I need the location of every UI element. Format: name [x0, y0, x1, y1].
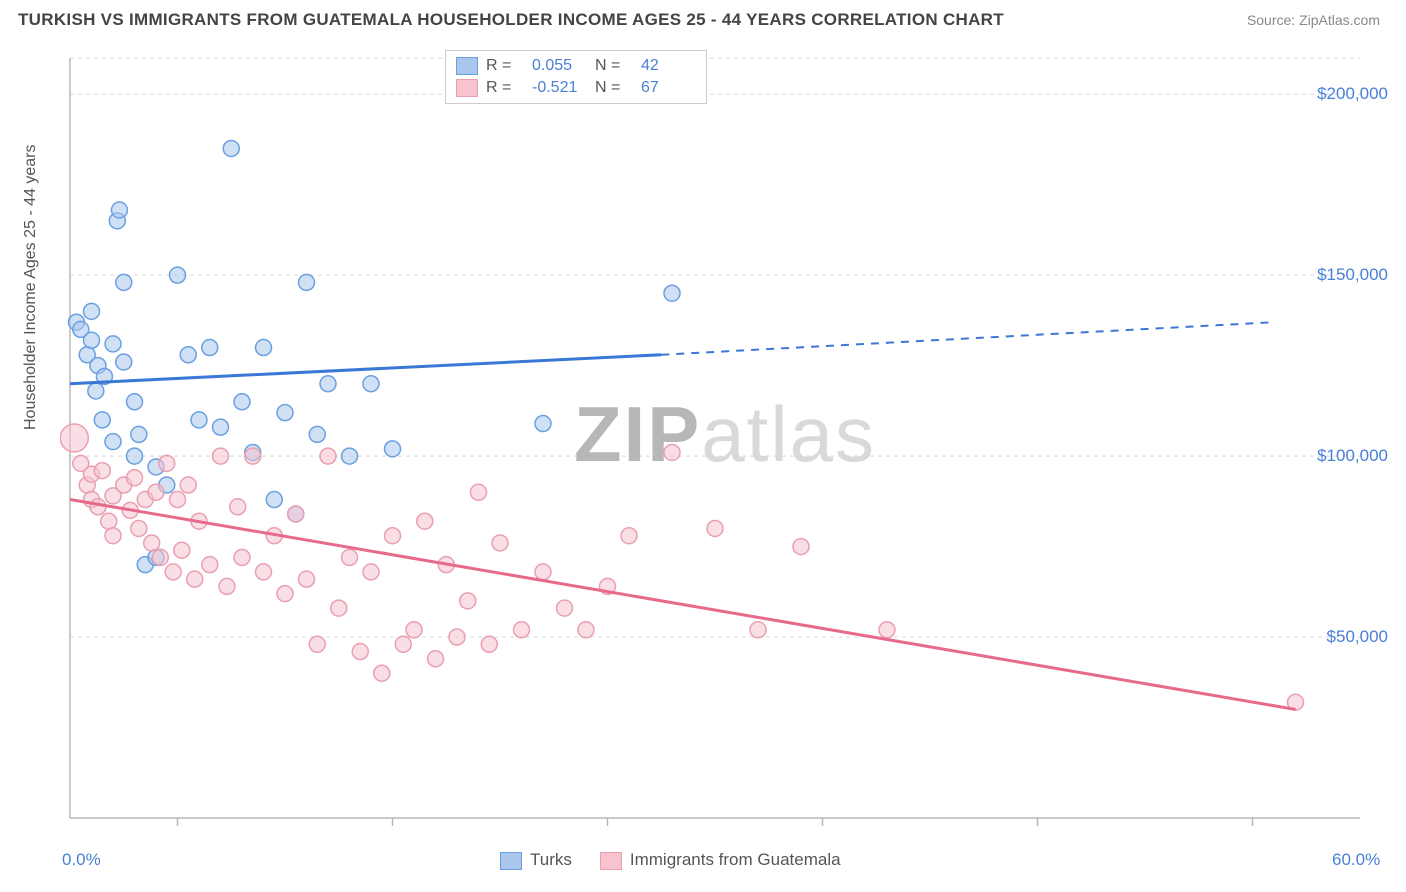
r-value: 0.055: [532, 57, 587, 75]
legend-swatch: [456, 79, 478, 97]
y-axis-label: Householder Income Ages 25 - 44 years: [22, 145, 40, 431]
legend-item: Immigrants from Guatemala: [600, 850, 841, 870]
y-tick-label: $200,000: [1317, 84, 1388, 104]
corr-legend-row: R = 0.055 N = 42: [456, 55, 696, 77]
y-tick-label: $100,000: [1317, 446, 1388, 466]
corr-legend-row: R = -0.521 N = 67: [456, 77, 696, 99]
r-value: -0.521: [532, 79, 587, 97]
x-axis-max-label: 60.0%: [1332, 850, 1380, 870]
x-axis-min-label: 0.0%: [62, 850, 101, 870]
legend-swatch: [500, 852, 522, 870]
n-value: 67: [641, 79, 696, 97]
n-label: N =: [595, 79, 633, 97]
r-label: R =: [486, 79, 524, 97]
plot-area: ZIPatlas: [60, 44, 1390, 834]
legend-item: Turks: [500, 850, 572, 870]
series-legend: Turks Immigrants from Guatemala: [500, 850, 841, 870]
n-value: 42: [641, 57, 696, 75]
source-label: Source: ZipAtlas.com: [1247, 12, 1380, 28]
chart-title: TURKISH VS IMMIGRANTS FROM GUATEMALA HOU…: [18, 10, 1004, 30]
legend-swatch: [456, 57, 478, 75]
y-tick-label: $150,000: [1317, 265, 1388, 285]
correlation-legend: R = 0.055 N = 42 R = -0.521 N = 67: [445, 50, 707, 104]
legend-label: Turks: [530, 850, 572, 869]
y-tick-label: $50,000: [1327, 627, 1388, 647]
r-label: R =: [486, 57, 524, 75]
legend-swatch: [600, 852, 622, 870]
legend-label: Immigrants from Guatemala: [630, 850, 841, 869]
n-label: N =: [595, 57, 633, 75]
